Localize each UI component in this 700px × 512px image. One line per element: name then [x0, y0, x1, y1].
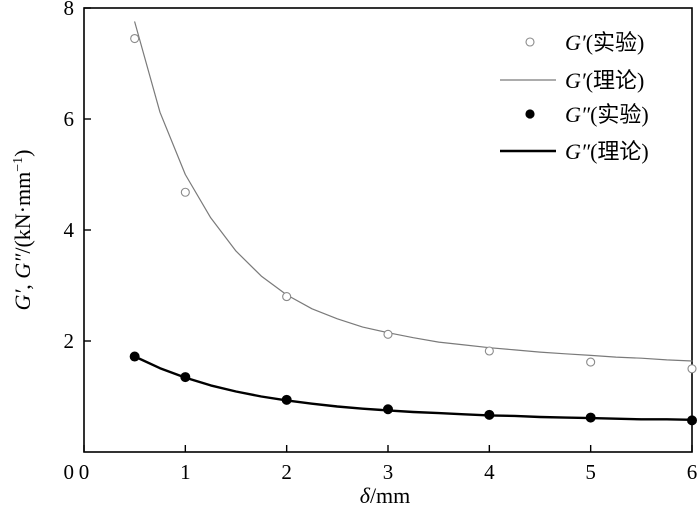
axis-ticks: 0 1 2 3 4 5 6 0 2 4 6 8 [64, 0, 698, 484]
x-tick-label: 2 [281, 460, 292, 484]
legend-marker [525, 37, 535, 47]
y-axis-label: G′, G″/(kN·mm−1) [10, 150, 35, 311]
legend-label: G″(理论) [565, 139, 649, 164]
legend-label-symbol: G″ [565, 139, 591, 164]
legend-label-symbol: G′ [565, 68, 587, 93]
y-axis-label-sup: −1 [11, 157, 26, 172]
data-point [484, 409, 495, 420]
x-axis-label-unit: /mm [370, 483, 410, 508]
legend-label-tag: (理论) [586, 68, 645, 93]
data-point [129, 351, 140, 362]
legend-label-symbol: G″ [565, 102, 591, 127]
y-tick-label: 8 [64, 0, 75, 20]
x-axis-label-symbol: δ [360, 483, 371, 508]
data-point [687, 415, 698, 426]
data-point [382, 404, 393, 415]
legend-label-tag: (理论) [590, 139, 649, 164]
legend-label: G′(理论) [565, 68, 644, 93]
legend: G′(实验)G′(理论)G″(实验)G″(理论) [500, 30, 649, 164]
data-point [383, 329, 393, 339]
y-axis-label-g2: G″ [10, 253, 35, 279]
y-tick-label: 6 [64, 107, 75, 131]
series-line [134, 21, 693, 362]
x-axis-label: δ/mm [360, 483, 411, 508]
data-point [586, 357, 596, 367]
series-layer [129, 21, 698, 426]
data-point [687, 364, 697, 374]
y-axis-label-close: ) [10, 150, 35, 157]
legend-label: G′(实验) [565, 30, 644, 55]
x-tick-label: 1 [180, 460, 191, 484]
y-tick-label: 2 [64, 329, 75, 353]
data-point [180, 372, 191, 383]
x-tick-label: 5 [585, 460, 596, 484]
legend-label-tag: (实验) [586, 30, 645, 55]
series-line [133, 355, 694, 421]
x-tick-label: 3 [383, 460, 394, 484]
data-point [281, 394, 292, 405]
y-axis-label-g1: G′ [10, 289, 35, 311]
x-tick-label: 0 [79, 460, 90, 484]
data-point [180, 187, 190, 197]
y-axis-label-sep: , [10, 279, 35, 290]
y-axis-label-unit: /(kN·mm [10, 172, 35, 254]
legend-label-tag: (实验) [590, 102, 649, 127]
data-point [484, 346, 494, 356]
y-tick-label: 4 [64, 218, 75, 242]
data-point [282, 292, 292, 302]
data-point [130, 33, 140, 44]
legend-label: G″(实验) [565, 102, 649, 127]
x-tick-label: 4 [484, 460, 495, 484]
x-tick-label: 6 [687, 460, 698, 484]
legend-marker [525, 109, 535, 119]
y-tick-label: 0 [64, 460, 75, 484]
legend-label-symbol: G′ [565, 30, 587, 55]
data-point [585, 412, 596, 423]
